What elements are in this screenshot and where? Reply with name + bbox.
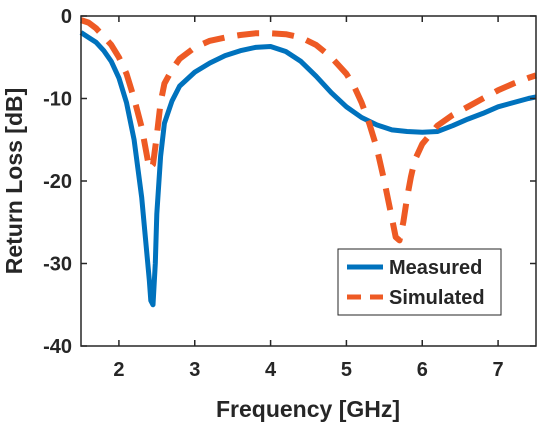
- series-line-measured: [79, 30, 537, 308]
- tick-layer: 2 3 4 5 6 7 0 -10 -20 -30 -40: [43, 6, 536, 381]
- x-tick-label: 3: [189, 359, 200, 381]
- y-tick-label: -20: [43, 171, 72, 193]
- y-tick-label: -40: [43, 336, 72, 358]
- series-line-simulated: [80, 17, 537, 244]
- legend-label-measured: Measured: [389, 257, 482, 279]
- x-tick-label: 2: [113, 359, 124, 381]
- legend-box: [337, 248, 502, 316]
- x-tick-label: 6: [417, 359, 428, 381]
- x-tick-label: 5: [341, 359, 352, 381]
- series-layer: [79, 17, 537, 308]
- y-tick-label: 0: [61, 6, 72, 28]
- x-tick-label: 4: [265, 359, 277, 381]
- x-tick-label: 7: [493, 359, 504, 381]
- x-axis-label: Frequency [GHz]: [216, 396, 400, 422]
- legend: Measured Simulated: [337, 248, 502, 316]
- y-axis-label: Return Loss [dB]: [1, 88, 27, 275]
- y-tick-label: -10: [43, 89, 72, 111]
- y-tick-label: -30: [43, 254, 72, 276]
- legend-label-simulated: Simulated: [389, 287, 485, 309]
